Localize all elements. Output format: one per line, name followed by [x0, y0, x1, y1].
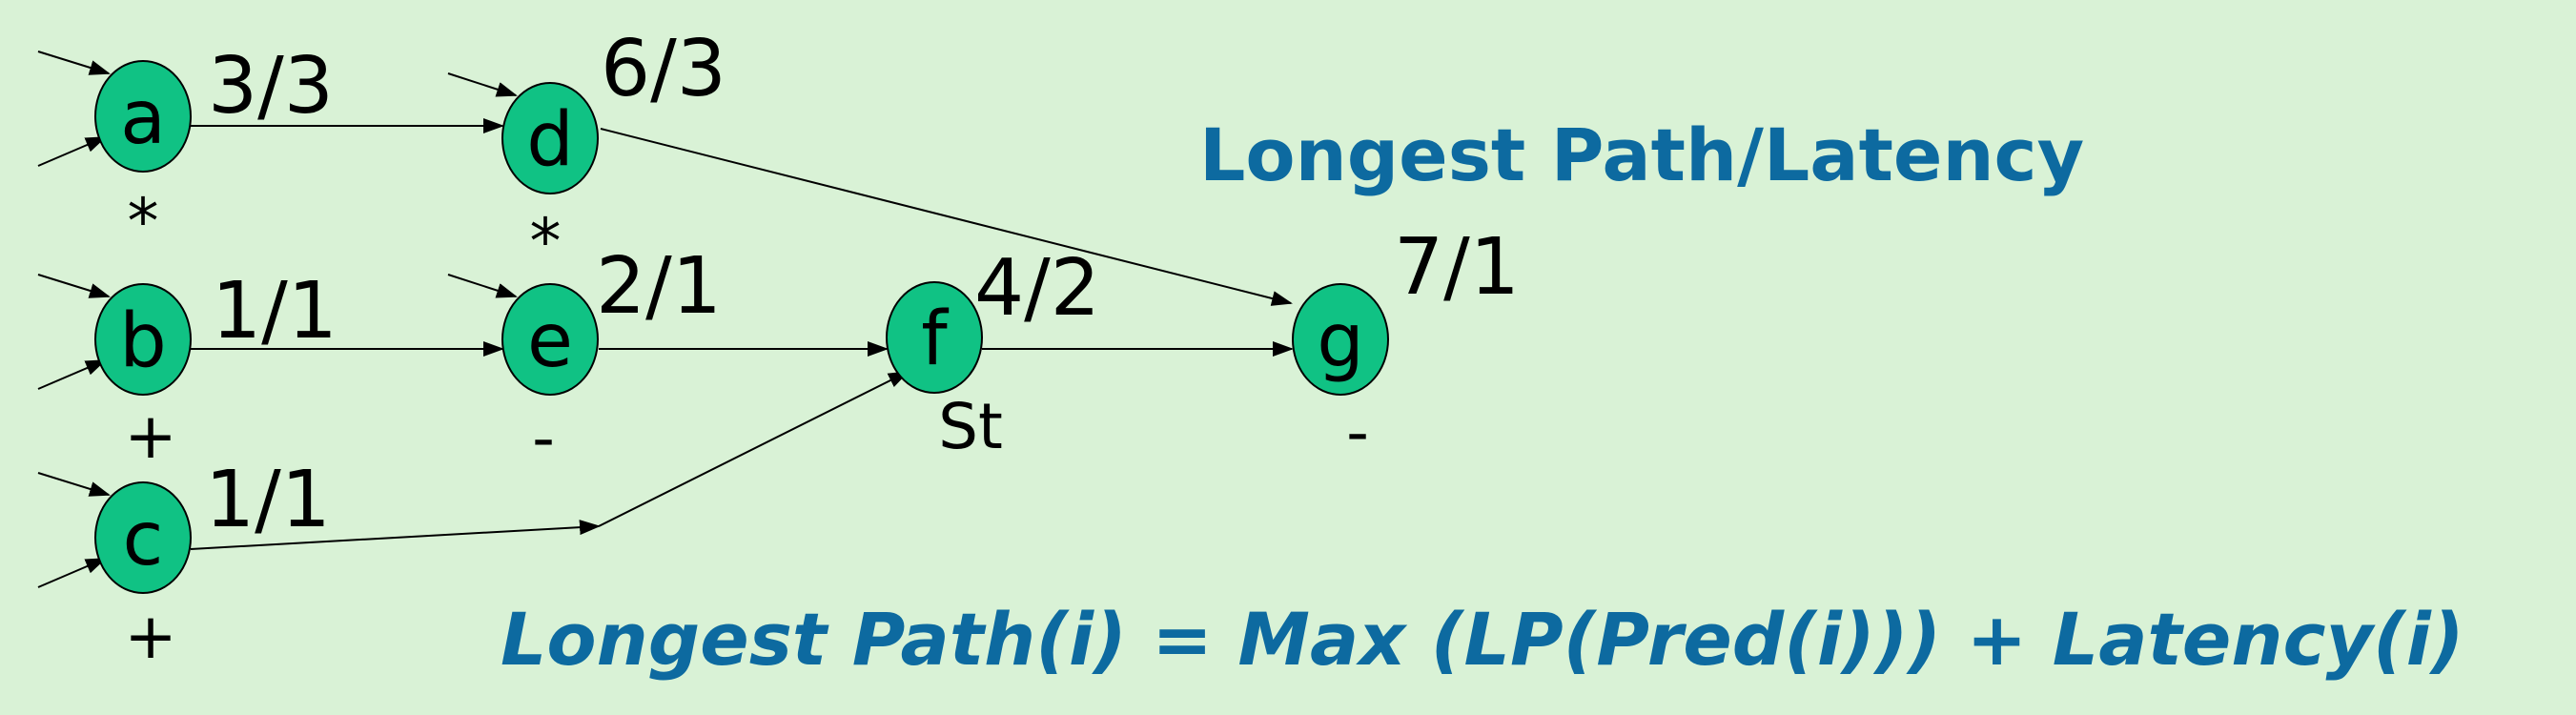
ratio-b: 1/1 [212, 266, 337, 357]
op-e: - [532, 401, 555, 475]
ratio-f: 4/2 [974, 243, 1100, 334]
input-arrow-a-1 [37, 51, 111, 75]
node-c-circle [94, 481, 192, 594]
input-arrow-c-1 [37, 472, 111, 497]
node-d-circle [501, 82, 599, 194]
op-b: + [124, 399, 176, 473]
node-d-label: d [526, 97, 574, 183]
op-d: * [530, 205, 562, 278]
op-f: St [938, 390, 1003, 463]
ratio-e: 2/1 [596, 241, 722, 332]
input-arrows [37, 51, 518, 588]
node-c-label: c [123, 497, 164, 582]
edge-mid-f [598, 371, 910, 527]
node-c: c [94, 481, 192, 594]
input-arrow-d-1 [447, 72, 518, 97]
node-a: a [94, 60, 192, 173]
node-f-label: f [921, 296, 949, 382]
node-b: b [94, 283, 192, 396]
ratio-d: 6/3 [601, 24, 726, 114]
edges [190, 118, 1294, 550]
input-arrow-b-1 [37, 274, 111, 298]
node-g-label: g [1317, 298, 1364, 384]
node-f: f [886, 281, 983, 394]
node-g-circle [1292, 283, 1389, 396]
edge-c-mid [190, 520, 601, 550]
node-e-label: e [527, 298, 573, 384]
input-arrow-b-2 [37, 359, 107, 390]
node-g: g [1292, 283, 1389, 396]
diagram-title: Longest Path/Latency [1199, 112, 2085, 197]
input-arrow-a-2 [37, 136, 107, 167]
node-d: d [501, 82, 599, 194]
ratio-g: 7/1 [1394, 222, 1520, 313]
node-e-circle [501, 283, 599, 396]
longest-path-formula: Longest Path(i) = Max (LP(Pred(i))) + La… [501, 597, 2464, 682]
op-c: + [124, 600, 176, 673]
op-g: - [1346, 396, 1369, 469]
node-b-label: b [119, 298, 167, 384]
ratio-c: 1/1 [205, 455, 331, 545]
node-a-circle [94, 60, 192, 173]
input-arrow-c-2 [37, 558, 107, 588]
edge-d-g [600, 128, 1293, 306]
input-arrow-e-1 [447, 274, 518, 298]
node-a-label: a [120, 75, 166, 161]
node-f-circle [886, 281, 983, 394]
node-e: e [501, 283, 599, 396]
node-b-circle [94, 283, 192, 396]
op-a: * [128, 185, 159, 258]
ratio-a: 3/3 [208, 41, 334, 132]
